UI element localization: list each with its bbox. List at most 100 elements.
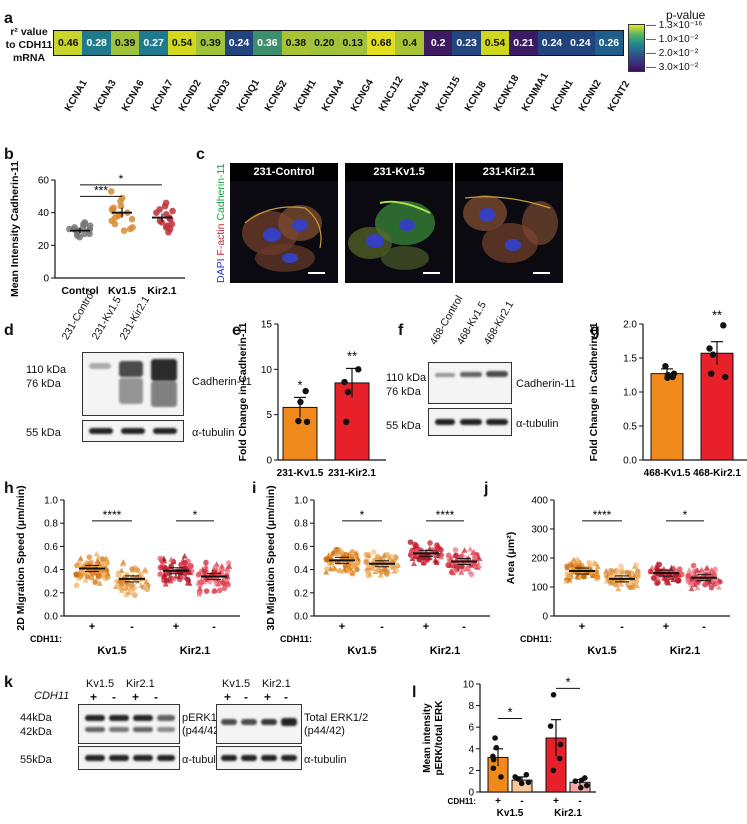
h-sign: - — [130, 621, 134, 633]
i-point — [453, 552, 459, 559]
h-point — [182, 559, 188, 566]
i-point — [420, 559, 427, 566]
j-sig: **** — [593, 508, 612, 522]
h-point — [74, 562, 80, 569]
e-point — [343, 418, 350, 426]
l-point — [550, 767, 557, 774]
h-point — [86, 554, 93, 560]
j-point — [714, 579, 721, 585]
heatmap-cell: 0.54 — [480, 31, 510, 55]
j-point — [633, 562, 639, 568]
h-point — [170, 575, 177, 582]
heatmap-cell: 0.26 — [594, 31, 624, 55]
k-left-target-line1: pERK1/2 — [182, 712, 227, 724]
j-point — [615, 568, 621, 575]
j-point — [654, 580, 660, 587]
i-point — [349, 562, 356, 568]
panel-j-chart: 0 100 200 300 400 Area (μm²) + - + - CDH11: Kv1.5 Ki… — [505, 496, 730, 657]
i-point — [426, 554, 433, 561]
i-point — [366, 562, 373, 569]
b-y-tick-label: 60 — [38, 176, 50, 187]
heatmap-gene-label: KCNG4 — [348, 77, 376, 114]
j-point — [661, 566, 668, 573]
j-point — [703, 565, 710, 571]
j-point — [651, 575, 658, 582]
i-point — [325, 552, 332, 558]
h-y-label: 2D Migration Speed (μm/min) — [15, 485, 27, 630]
e-sig: ** — [347, 348, 357, 363]
e-y-tick-label: 15 — [261, 320, 273, 331]
h-point — [118, 584, 125, 591]
j-point — [594, 563, 601, 570]
h-point — [164, 577, 170, 584]
h-point — [196, 585, 203, 592]
panel-e-chart: 0 5 10 15 Fold Change in Cadherin-11 231-Kv1.… — [237, 320, 386, 479]
e-sig: * — [297, 377, 302, 392]
h-point — [201, 568, 208, 575]
mw-55-d: 55 kDa — [26, 427, 61, 439]
k-left-group-kv15: Kv1.5 — [86, 678, 115, 690]
j-y-label: Area (μm²) — [505, 532, 517, 585]
l-point — [572, 778, 579, 784]
j-point — [569, 562, 576, 568]
l-point — [490, 765, 497, 772]
h-point — [104, 574, 111, 580]
j-point — [694, 584, 701, 591]
j-y-tick-label: 100 — [531, 583, 548, 594]
panel-l-label: l — [412, 684, 417, 701]
h-point — [221, 585, 228, 592]
i-point — [336, 568, 343, 574]
k-left-target-line2: (p44/42) — [182, 725, 223, 737]
heatmap-gene-label: KNCJ12 — [377, 74, 407, 114]
heatmap-cell: 0.20 — [310, 31, 339, 55]
i-y-tick-label: 0.2 — [294, 588, 308, 599]
j-point — [694, 579, 701, 586]
i-point — [467, 545, 474, 552]
h-point — [224, 578, 231, 585]
g-bar — [650, 373, 684, 461]
b-point — [111, 220, 119, 228]
i-point — [434, 542, 441, 549]
b-point — [117, 202, 125, 210]
j-y-tick-label: 200 — [531, 554, 548, 565]
panel-c-label: c — [196, 146, 205, 163]
b-point — [129, 224, 136, 231]
h-point — [96, 560, 103, 567]
h-point — [181, 552, 188, 559]
j-point — [715, 583, 722, 590]
k-sign: + — [224, 690, 232, 704]
k-sign: - — [244, 690, 248, 704]
b-point — [110, 204, 117, 212]
panel-e-label: e — [232, 322, 241, 339]
heatmap-gene-label: KCNJ8 — [462, 79, 489, 114]
l-row-label: CDH11: — [448, 797, 476, 806]
h-point — [162, 581, 169, 587]
i-point — [351, 555, 358, 561]
b-point — [111, 214, 119, 221]
i-point — [458, 569, 465, 575]
h-point — [167, 577, 174, 584]
j-point — [664, 580, 670, 586]
g-x-label: 468-Kv1.5 — [644, 468, 691, 479]
h-point — [160, 573, 167, 579]
i-point — [470, 559, 477, 566]
h-point — [219, 570, 226, 576]
i-sign: + — [423, 621, 429, 633]
j-group-label: Kir2.1 — [670, 645, 701, 657]
e-x-label: 231-Kv1.5 — [277, 468, 324, 479]
row-label-line2: to CDH11 — [5, 39, 53, 51]
heatmap-cell: 0.13 — [338, 31, 367, 55]
h-point — [198, 579, 205, 585]
e-y-label: Fold Change in Cadherin-11 — [237, 322, 249, 461]
i-point — [324, 556, 331, 563]
panel-f-label: f — [398, 322, 404, 339]
g-x-label: 468-Kir2.1 — [693, 468, 741, 479]
l-sig: * — [507, 705, 512, 720]
heatmap-cell: 0.23 — [452, 31, 481, 55]
h-point — [88, 575, 95, 581]
micrograph-kir21: 231-Kir2.1 — [455, 163, 563, 283]
e-y-tick-label: 0 — [266, 456, 272, 467]
target-f: Cadherin-11 — [516, 378, 576, 390]
row-label-line3: mRNA — [12, 52, 46, 64]
l-sig: * — [565, 674, 570, 689]
